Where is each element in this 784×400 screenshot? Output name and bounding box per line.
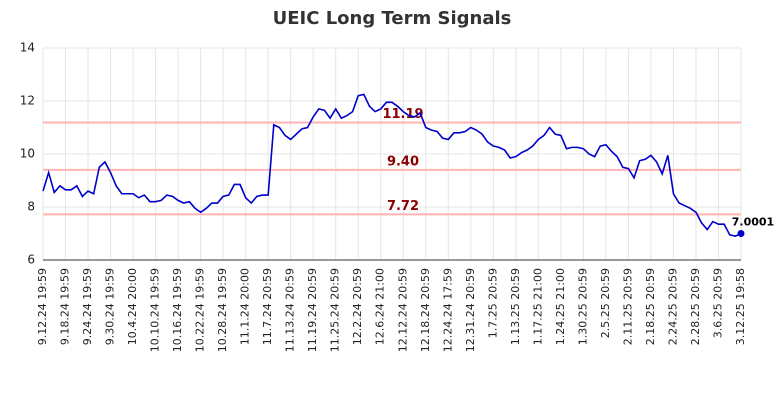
x-tick-label: 9.18.24 19:59 bbox=[59, 268, 72, 345]
x-tick-label: 3.12.25 19:58 bbox=[734, 268, 747, 345]
x-tick-label: 11.1.24 20:00 bbox=[239, 268, 252, 345]
x-tick-label: 12.2.24 20:59 bbox=[351, 268, 364, 345]
x-tick-label: 2.18.25 20:59 bbox=[644, 268, 657, 345]
x-tick-label: 10.28.24 19:59 bbox=[216, 268, 229, 352]
x-tick-label: 12.31.24 20:59 bbox=[464, 268, 477, 352]
x-tick-label: 1.24.25 21:00 bbox=[554, 268, 567, 345]
signal-label: 9.40 bbox=[387, 154, 419, 169]
x-tick-label: 10.10.24 19:59 bbox=[149, 268, 162, 352]
series-line bbox=[42, 93, 742, 237]
x-tick-label: 12.6.24 21:00 bbox=[374, 268, 387, 345]
x-tick-label: 1.17.25 21:00 bbox=[531, 268, 544, 345]
x-tick-label: 2.28.25 20:59 bbox=[689, 268, 702, 345]
x-tick-label: 9.30.24 19:59 bbox=[104, 268, 117, 345]
y-tick-label: 8 bbox=[27, 200, 35, 214]
x-tick-label: 10.16.24 19:59 bbox=[171, 268, 184, 352]
x-tick-label: 10.22.24 19:59 bbox=[194, 268, 207, 352]
x-tick-label: 12.24.24 17:59 bbox=[441, 268, 454, 352]
x-tick-label: 10.4.24 20:00 bbox=[126, 268, 139, 345]
last-value-label: 7.0001 bbox=[732, 215, 774, 228]
chart-title: UEIC Long Term Signals bbox=[273, 8, 512, 29]
x-tick-label: 2.5.25 20:59 bbox=[599, 268, 612, 338]
y-tick-label: 6 bbox=[27, 253, 35, 267]
x-tick-label: 12.12.24 20:59 bbox=[396, 268, 409, 352]
y-tick-label: 14 bbox=[20, 41, 35, 55]
x-tick-label: 9.12.24 19:59 bbox=[36, 268, 49, 345]
x-tick-label: 1.30.25 20:59 bbox=[576, 268, 589, 345]
signal-label: 7.72 bbox=[387, 199, 419, 214]
signal-label: 11.19 bbox=[382, 107, 423, 122]
x-tick-label: 11.19.24 20:59 bbox=[306, 268, 319, 352]
x-tick-label: 1.13.25 20:59 bbox=[509, 268, 522, 345]
x-tick-label: 11.25.24 20:59 bbox=[329, 268, 342, 352]
x-tick-label: 11.13.24 20:59 bbox=[284, 268, 297, 352]
y-tick-label: 12 bbox=[20, 94, 35, 108]
x-tick-label: 3.6.25 20:59 bbox=[711, 268, 724, 338]
last-point bbox=[737, 229, 745, 237]
x-tick-label: 11.7.24 20:59 bbox=[261, 268, 274, 345]
x-tick-label: 2.11.25 20:59 bbox=[621, 268, 634, 345]
x-tick-label: 2.24.25 20:59 bbox=[666, 268, 679, 345]
x-tick-label: 9.24.24 19:59 bbox=[81, 268, 94, 345]
x-tick-label: 12.18.24 20:59 bbox=[419, 268, 432, 352]
y-tick-label: 10 bbox=[20, 147, 35, 161]
x-tick-label: 1.7.25 20:59 bbox=[486, 268, 499, 338]
